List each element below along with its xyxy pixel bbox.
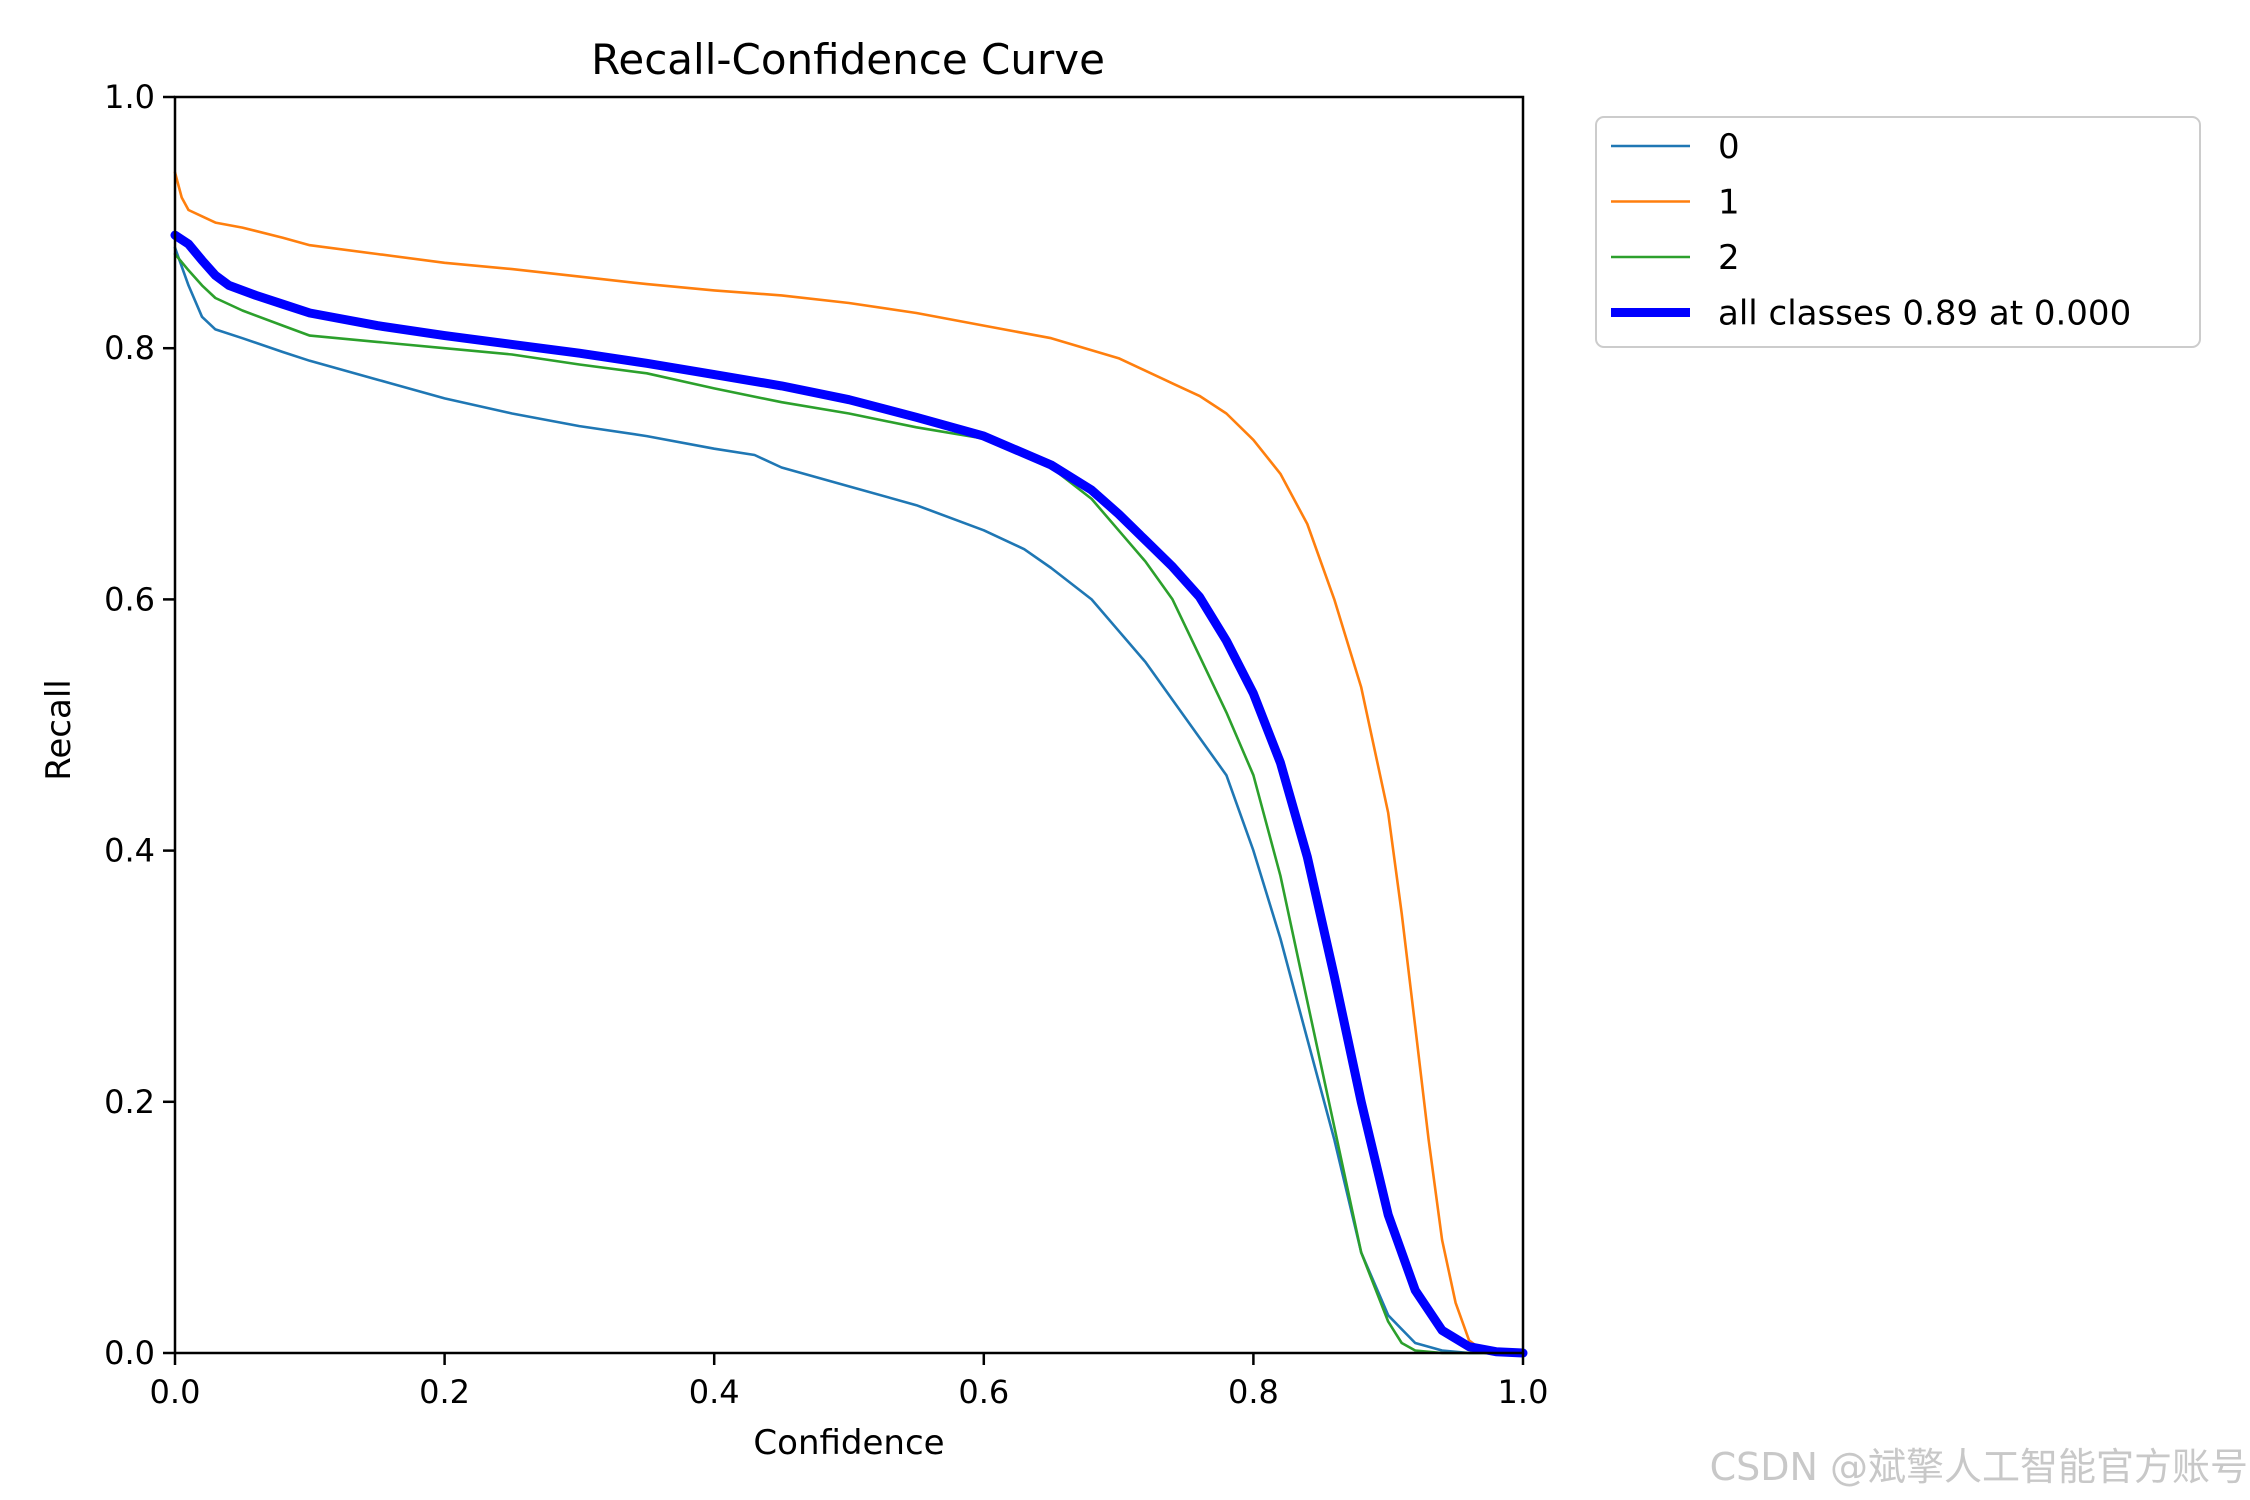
y-tick-label: 0.0 <box>104 1334 155 1372</box>
series-line-0 <box>173 246 1525 1355</box>
x-tick-label: 0.8 <box>1228 1373 1279 1411</box>
y-tick-label: 0.4 <box>104 832 155 870</box>
y-tick-label: 1.0 <box>104 78 155 116</box>
legend-label-3: all classes 0.89 at 0.000 <box>1718 294 2131 334</box>
y-axis-ticks: 0.0 0.2 0.4 0.6 0.8 1.0 <box>104 78 175 1372</box>
legend-box <box>1595 116 2201 348</box>
series-line-1 <box>173 171 1525 1355</box>
x-tick-label: 0.0 <box>150 1373 201 1411</box>
legend-label-1: 1 <box>1718 183 1740 223</box>
chart-title: Recall-Confidence Curve <box>591 35 1105 84</box>
x-tick-label: 0.4 <box>689 1373 740 1411</box>
series-line-3 <box>170 230 1528 1358</box>
y-tick-label: 0.2 <box>104 1083 155 1121</box>
y-tick-label: 0.6 <box>104 580 155 618</box>
plot-frame <box>173 95 1525 1355</box>
y-tick-label: 0.8 <box>104 329 155 367</box>
x-tick-label: 0.2 <box>419 1373 470 1411</box>
legend-label-2: 2 <box>1718 238 1740 278</box>
x-axis-label: Confidence <box>753 1423 944 1463</box>
y-axis-label: Recall <box>39 679 79 780</box>
plot-lines <box>170 171 1528 1358</box>
x-tick-label: 0.6 <box>958 1373 1009 1411</box>
legend: 0 1 2 all classes 0.89 at 0.000 <box>1595 116 2201 348</box>
x-tick-label: 1.0 <box>1498 1373 1549 1411</box>
legend-label-0: 0 <box>1718 127 1740 167</box>
watermark: CSDN @斌擎人工智能官方账号 <box>1710 1445 2248 1489</box>
x-axis-ticks: 0.0 0.2 0.4 0.6 0.8 1.0 <box>150 1353 1549 1411</box>
